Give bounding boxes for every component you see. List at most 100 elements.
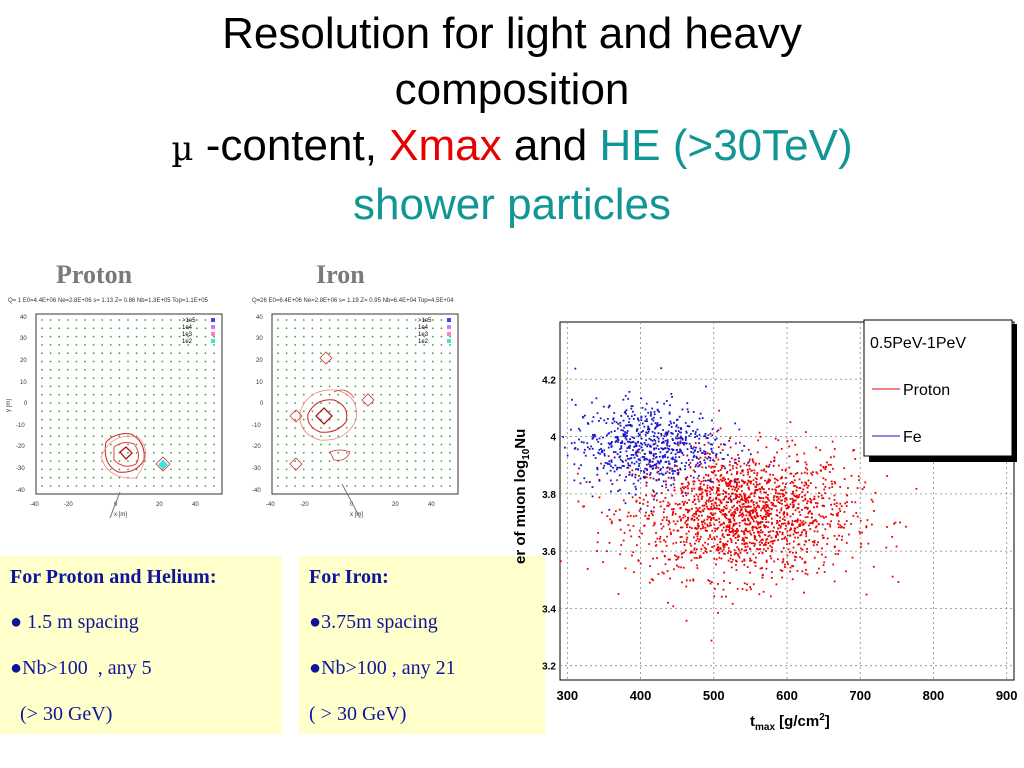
data-point [761,542,763,544]
detector-dot [371,377,374,379]
data-point [654,442,657,445]
data-point [711,488,713,491]
data-point [709,457,712,459]
data-point [812,520,815,523]
detector-dot [406,485,408,487]
data-point [709,536,712,538]
detector-dot [354,335,357,338]
detector-dot [118,427,121,429]
detector-dot [371,335,374,338]
data-point [837,549,840,552]
detector-dot [161,476,164,479]
detector-dot [75,476,78,479]
detector-dot [414,327,417,330]
title-line2: composition [394,65,630,114]
x-axis-label: tmax [g/cm2] [750,712,830,733]
data-point [717,429,720,432]
data-point [734,480,737,483]
data-point [717,549,720,552]
data-point [781,576,783,579]
data-point [616,436,619,439]
data-point [674,523,677,525]
data-point [775,486,778,489]
data-point [663,516,665,519]
data-point [735,563,737,566]
data-point [728,527,731,530]
data-point [696,517,698,519]
data-point [809,528,812,530]
detector-dot [195,427,198,429]
data-point [640,419,643,421]
data-point [745,589,748,592]
data-point [831,486,834,488]
data-point [704,456,707,459]
data-point [649,444,652,447]
data-point [766,512,769,515]
data-point [745,537,748,539]
detector-dot [406,451,408,454]
detector-dot [440,451,443,454]
data-point [667,523,670,526]
detector-dot [337,468,340,471]
data-point [781,476,783,478]
detector-dot [41,418,43,421]
data-point [663,555,666,558]
data-point [637,458,640,460]
data-point [732,558,734,561]
detector-dot [49,385,52,388]
data-point [748,523,750,526]
data-point [726,482,728,485]
data-point [652,443,655,446]
data-point [725,525,728,528]
detector-dot [406,460,408,462]
data-point [706,518,709,521]
data-point [753,504,755,506]
data-point [712,507,715,510]
data-point [730,501,733,503]
data-point [804,498,807,501]
detector-dot [58,418,61,421]
detector-dot [58,451,61,454]
data-point [679,467,682,470]
data-point [624,431,627,433]
data-point [736,484,738,487]
detector-dot [144,368,147,371]
data-point [638,529,641,532]
data-point [773,456,776,459]
data-point [783,522,786,525]
data-point [679,487,682,490]
detector-dot [311,319,314,321]
data-point [754,543,756,545]
data-point [715,496,717,499]
detector-dot [345,344,348,346]
data-point [750,588,752,591]
data-point [699,535,702,538]
data-point [758,552,761,555]
data-point [659,416,662,419]
detector-dot [187,460,190,462]
data-point [837,523,840,525]
svg-text:0: 0 [260,401,264,407]
data-point [810,512,813,515]
data-point [705,529,708,532]
data-point [714,587,716,590]
data-point [677,441,679,444]
data-point [740,548,743,551]
data-point [685,538,688,541]
data-point [693,519,695,522]
data-point [725,528,728,531]
data-point [723,506,726,508]
data-point [768,463,771,466]
detector-dot [187,451,190,454]
data-point [845,542,848,544]
data-point [696,462,699,465]
detector-dot [294,451,297,454]
data-point [752,553,755,556]
data-point [656,471,659,474]
data-point [751,525,754,528]
detector-dot [285,402,288,404]
detector-dot [380,335,383,338]
detector-dot [187,410,190,413]
data-point [691,447,694,450]
detector-dot [285,485,288,487]
